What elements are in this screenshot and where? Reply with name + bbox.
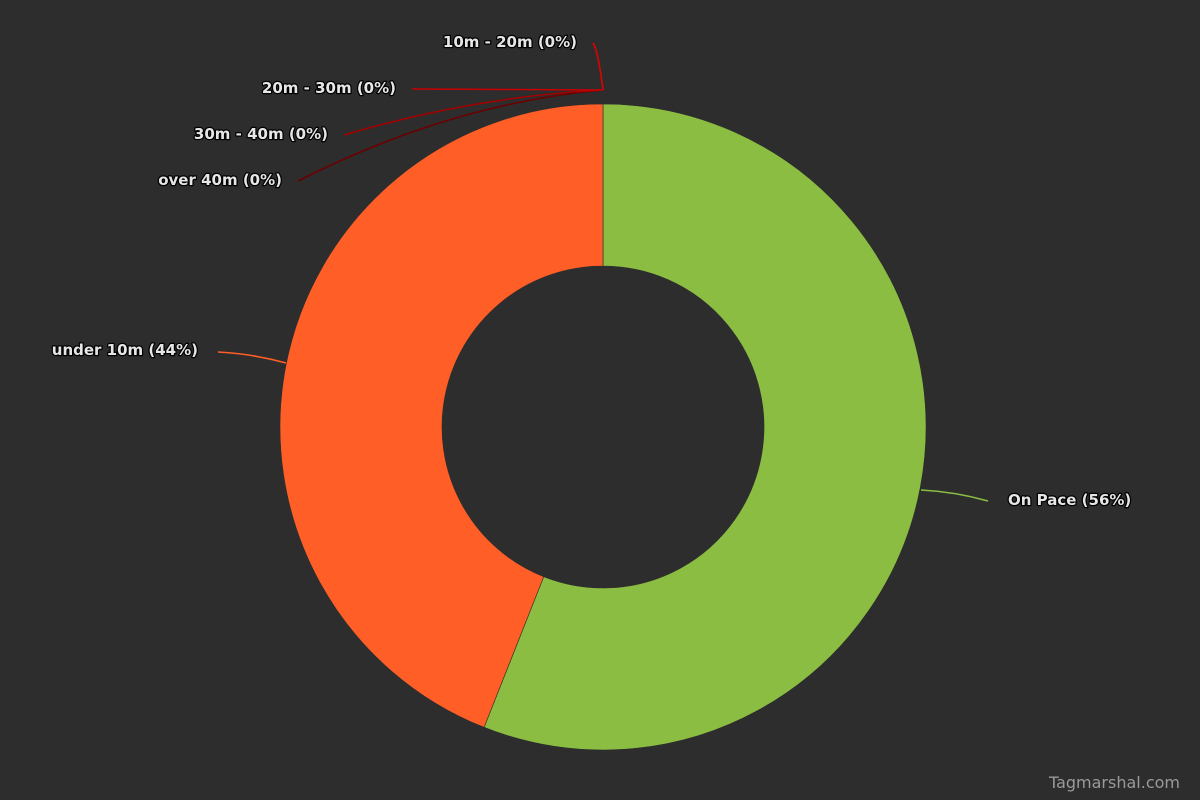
- connector-20m-30m: [411, 88, 604, 91]
- connector-10m-20m: [592, 42, 604, 91]
- slice-on-pace[interactable]: [483, 103, 927, 751]
- connector-over-40m: [297, 89, 604, 182]
- credit-link[interactable]: Tagmarshal.com: [1048, 773, 1180, 792]
- connectors-layer: [217, 42, 989, 502]
- labels-layer: On Pace (56%) under 10m (44%) over 40m (0%…: [51, 32, 1133, 511]
- connector-30m-40m: [343, 89, 604, 136]
- label-30m-40m: 30m - 40m (0%): [194, 125, 328, 143]
- connector-on-pace: [920, 489, 989, 502]
- slice-under-10m[interactable]: [279, 103, 604, 728]
- label-20m-30m: 20m - 30m (0%): [262, 79, 396, 97]
- label-over-40m: over 40m (0%): [158, 171, 282, 189]
- label-10m-20m: 10m - 20m (0%): [443, 33, 577, 51]
- slices-layer: [279, 103, 927, 751]
- label-under-10m: under 10m (44%): [52, 341, 198, 359]
- label-on-pace: On Pace (56%): [1008, 491, 1131, 509]
- connector-under-10m: [217, 351, 287, 364]
